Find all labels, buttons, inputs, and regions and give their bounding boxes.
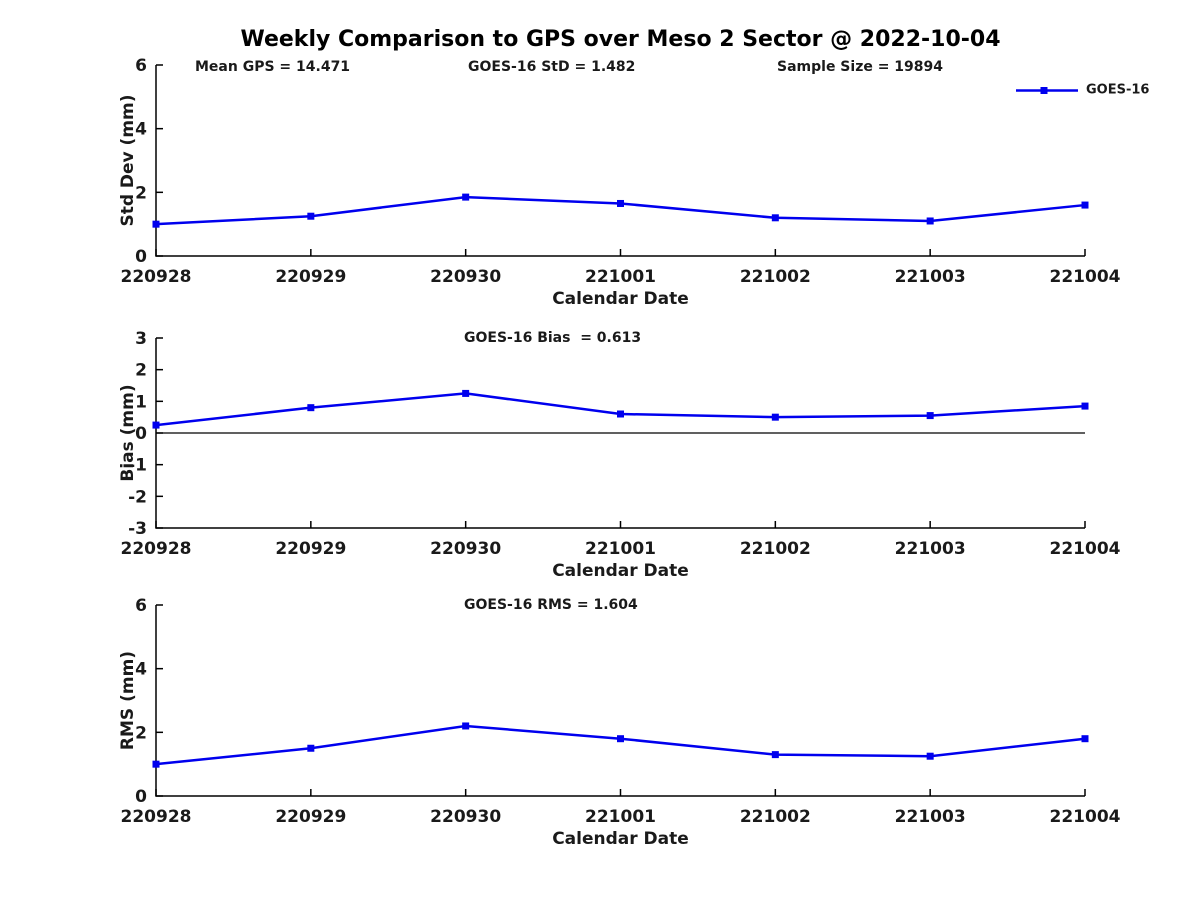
annotation-mean-gps: Mean GPS = 14.471 [195,59,351,75]
x-tick-label: 220930 [430,807,501,827]
data-point-marker [926,412,934,420]
figure-title: Weekly Comparison to GPS over Meso 2 Sec… [240,27,1001,52]
x-tick-label: 221003 [895,807,966,827]
x-tick-label: 220929 [275,807,346,827]
y-tick-label: 0 [135,424,147,444]
x-tick-label: 220928 [121,807,192,827]
y-tick-label: -1 [128,456,147,476]
y-tick-label: -2 [128,487,147,507]
annotation-sample-size: Sample Size = 19894 [777,59,944,75]
data-point-marker [617,410,624,418]
y-tick-label: 2 [135,183,147,203]
x-tick-label: 220928 [121,267,192,287]
rms-chart-title: GOES-16 RMS = 1.604 [464,597,638,613]
x-axis-label: Calendar Date [552,289,689,309]
y-tick-label: 4 [135,660,147,680]
data-point-marker [926,752,934,760]
x-tick-label: 220928 [121,539,192,559]
data-point-marker [152,760,160,768]
data-point-marker [462,722,470,730]
x-tick-label: 221001 [585,807,656,827]
x-tick-label: 220930 [430,267,501,287]
data-point-marker [1081,402,1089,410]
x-tick-label: 221004 [1050,539,1121,559]
data-point-marker [307,404,315,412]
data-point-marker [617,735,624,743]
axis-lines [155,605,1085,797]
x-tick-label: 221004 [1050,807,1121,827]
y-axis-label: Std Dev (mm) [118,94,138,226]
x-tick-label: 221001 [585,267,656,287]
data-point-marker [152,220,160,228]
y-tick-label: 6 [135,596,147,616]
y-axis-label: Bias (mm) [118,384,138,481]
data-point-marker [771,751,779,759]
x-tick-label: 221003 [895,267,966,287]
data-point-marker [771,413,779,421]
legend-label: GOES-16 [1086,82,1150,98]
data-point-marker [462,193,470,201]
data-point-marker [1081,201,1089,209]
data-point-marker [771,214,779,222]
x-tick-label: 220929 [275,267,346,287]
legend-line-icon [1016,86,1078,94]
series-line [155,392,1086,427]
y-tick-label: 4 [135,120,147,140]
x-tick-label: 221003 [895,539,966,559]
y-tick-label: 0 [135,247,147,267]
x-tick-label: 221001 [585,539,656,559]
x-tick-label: 221004 [1050,267,1121,287]
legend: GOES-16 [1015,83,1149,98]
data-point-marker [307,744,315,752]
y-tick-label: 6 [135,56,147,76]
data-point-marker [617,199,624,207]
x-axis-label: Calendar Date [552,829,689,849]
x-tick-label: 220930 [430,539,501,559]
y-tick-label: 1 [135,392,147,412]
data-point-marker [1081,735,1089,743]
y-axis-label: RMS (mm) [118,651,138,750]
x-tick-label: 221002 [740,807,811,827]
y-tick-label: -3 [128,519,147,539]
axis-lines [155,65,1085,257]
x-axis-label: Calendar Date [552,561,689,581]
y-tick-label: 3 [135,329,147,349]
x-tick-label: 220929 [275,539,346,559]
y-tick-label: 2 [135,723,147,743]
annotation-goes16-std: GOES-16 StD = 1.482 [468,59,636,75]
x-tick-label: 221002 [740,267,811,287]
data-point-marker [462,389,470,397]
series-line [155,724,1086,766]
bias-chart-title: GOES-16 Bias = 0.613 [464,330,642,346]
y-tick-label: 0 [135,787,147,807]
x-tick-label: 221002 [740,539,811,559]
y-tick-label: 2 [135,361,147,381]
data-point-marker [926,217,934,225]
data-point-marker [307,212,315,220]
data-point-marker [152,421,160,429]
